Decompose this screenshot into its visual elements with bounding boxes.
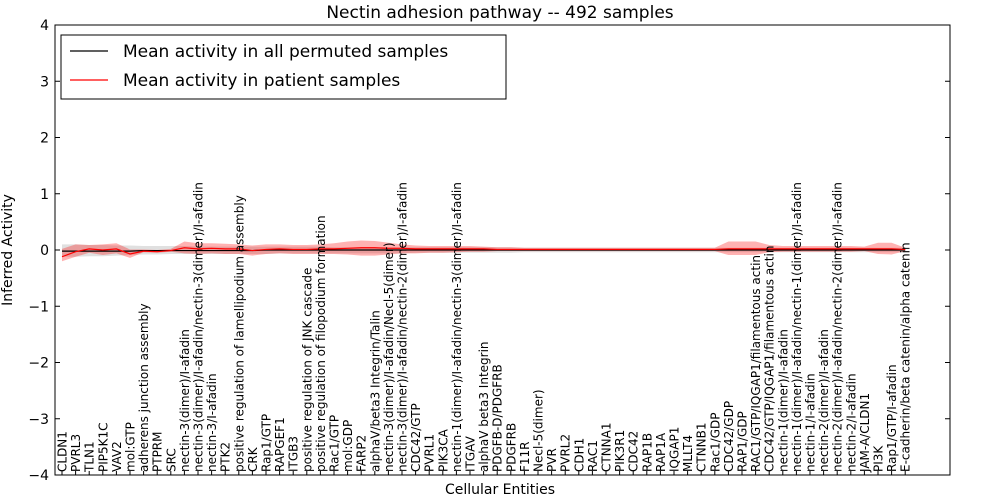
legend-entry-patient: Mean activity in patient samples bbox=[123, 71, 400, 91]
x-tick-label: E-cadherin/beta catenin/alpha catenin bbox=[899, 242, 913, 472]
x-tick-label: PVRL2 bbox=[559, 434, 573, 472]
x-tick-label: nectin-3(dimer)/I-afadin/Necl-5(dimer) bbox=[382, 242, 396, 472]
x-tick-label: CDC42/GDP bbox=[722, 401, 736, 472]
x-tick-label: nectin-2/I-afadin bbox=[844, 373, 858, 472]
x-tick-label: IQGAP1 bbox=[668, 427, 682, 472]
x-tick-label: CDC42/GTP/IQGAP1/filamentous actin bbox=[763, 246, 777, 472]
x-tick-label: adherens junction assembly bbox=[137, 303, 151, 472]
x-tick-label: Rac1/GDP bbox=[708, 413, 722, 472]
y-axis: −4 −3 −2 −1 0 1 2 3 4 bbox=[28, 18, 950, 484]
plot-frame bbox=[54, 24, 951, 476]
x-tick-label: nectin-1(dimer)/I-afadin/nectin-1(dimer)… bbox=[790, 182, 804, 472]
x-tick-label: PTPRM bbox=[151, 432, 165, 473]
y-tick-label: 3 bbox=[40, 74, 49, 90]
x-tick-label: nectin-2(dimer)/I-afadin bbox=[817, 329, 831, 472]
x-tick-label: RAP1/GDP bbox=[736, 411, 750, 472]
x-tick-label: RAC1 bbox=[586, 440, 600, 472]
y-tick-label: 2 bbox=[40, 131, 49, 147]
x-tick-label: FARP2 bbox=[355, 435, 369, 472]
x-tick-label: nectin-2(dimer)/I-afadin/nectin-2(dimer)… bbox=[831, 182, 845, 472]
x-tick-label: CTNNA1 bbox=[600, 422, 614, 472]
x-tick-label: RAPGEF1 bbox=[273, 417, 287, 472]
x-tick-label: Rap1/GTP/I-afadin bbox=[885, 364, 899, 472]
x-tick-label: CLDN1 bbox=[56, 431, 70, 472]
x-tick-label: ITGB3 bbox=[287, 436, 301, 472]
x-tick-label: SRC bbox=[164, 448, 178, 472]
x-tick-label: CTNNB1 bbox=[695, 422, 709, 472]
x-tick-label: nectin-3(dimer)/I-afadin bbox=[178, 329, 192, 472]
x-tick-label: PDGFB-D/PDGFRB bbox=[491, 364, 505, 472]
x-tick-label: CRK bbox=[246, 446, 260, 472]
x-tick-label: nectin-1(dimer)/I-afadin/nectin-3(dimer)… bbox=[450, 182, 464, 472]
y-tick-label: 0 bbox=[40, 243, 49, 259]
x-tick-label: PTK2 bbox=[219, 442, 233, 472]
x-tick-label: RAP1B bbox=[640, 433, 654, 472]
x-tick-label: alphaV beta3 Integrin bbox=[477, 341, 491, 472]
x-tick-label: nectin-1(dimer)/I-afadin bbox=[776, 329, 790, 472]
legend-entry-permuted: Mean activity in all permuted samples bbox=[123, 42, 448, 62]
x-tick-label: CDC42 bbox=[627, 431, 641, 472]
y-tick-label: −2 bbox=[28, 356, 49, 372]
x-tick-label: RAP1A bbox=[654, 432, 668, 472]
x-axis: CLDN1 PVRL3 TLN1 PIP5K1C VAV2 mol:GTP adherens… bbox=[56, 182, 913, 475]
x-tick-label: alphaV/beta3 Integrin/Talin bbox=[368, 310, 382, 472]
series-lines bbox=[61, 247, 906, 258]
band-patient bbox=[62, 240, 906, 262]
chart-title: Nectin adhesion pathway -- 492 samples bbox=[326, 3, 673, 23]
legend-box bbox=[60, 34, 507, 100]
x-tick-label: nectin-3/I-afadin bbox=[205, 373, 219, 472]
x-tick-label: positive regulation of filopodium format… bbox=[314, 215, 328, 472]
x-tick-label: TLN1 bbox=[83, 441, 97, 473]
y-axis-label: Inferred Activity bbox=[0, 194, 16, 306]
x-tick-label: PVR bbox=[545, 448, 559, 472]
x-tick-label: mol:GTP bbox=[124, 422, 138, 472]
x-tick-label: positive regulation of lamellipodium ass… bbox=[232, 195, 246, 472]
y-tick-label: −3 bbox=[28, 412, 49, 428]
x-tick-label: nectin-1/I-afadin bbox=[804, 373, 818, 472]
legend: Mean activity in all permuted samples Me… bbox=[60, 34, 507, 100]
y-tick-label: −1 bbox=[28, 299, 49, 315]
x-tick-label: Necl-5(dimer) bbox=[532, 389, 546, 472]
x-tick-label: nectin-3(dimer)/I-afadin/nectin-2(dimer)… bbox=[396, 182, 410, 472]
y-tick-label: −4 bbox=[28, 468, 49, 484]
x-tick-label: positive regulation of JNK cascade bbox=[300, 268, 314, 472]
x-tick-label: CDC42/GTP bbox=[409, 403, 423, 472]
line-patient-mean bbox=[61, 247, 906, 258]
line-permuted-mean bbox=[62, 249, 906, 252]
x-tick-label: PIK3CA bbox=[436, 428, 450, 472]
x-tick-label: RAC1/GTP/IQGAP1/filamentous actin bbox=[749, 255, 763, 472]
x-tick-label: nectin-3(dimer)/I-afadin/nectin-3(dimer)… bbox=[192, 182, 206, 472]
x-tick-label: mol:GDP bbox=[341, 420, 355, 472]
x-tick-label: JAM-A/CLDN1 bbox=[858, 393, 872, 473]
x-tick-label: ITGAV bbox=[464, 435, 478, 472]
x-tick-label: PIP5K1C bbox=[96, 422, 110, 472]
x-tick-label: VAV2 bbox=[110, 441, 124, 472]
x-tick-label: Rap1/GTP bbox=[260, 414, 274, 472]
x-axis-label: Cellular Entities bbox=[445, 482, 555, 498]
x-tick-label: Rac1/GTP bbox=[328, 415, 342, 472]
y-tick-label: 1 bbox=[40, 187, 49, 203]
x-tick-label: PVRL1 bbox=[423, 434, 437, 472]
x-tick-label: PDGFRB bbox=[504, 423, 518, 472]
x-tick-label: CDH1 bbox=[572, 438, 586, 472]
x-tick-label: PI3K bbox=[872, 445, 886, 472]
x-tick-label: PIK3R1 bbox=[613, 430, 627, 472]
y-tick-label: 4 bbox=[40, 18, 49, 34]
x-tick-label: PVRL3 bbox=[69, 434, 83, 472]
x-tick-label: MLLT4 bbox=[681, 435, 695, 472]
x-tick-label: F11R bbox=[518, 441, 532, 472]
